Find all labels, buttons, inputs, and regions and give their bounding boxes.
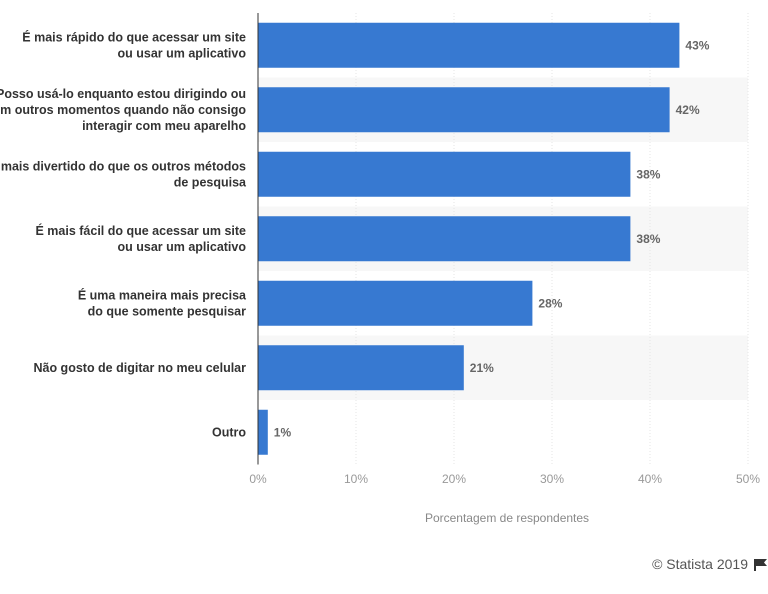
bar [258, 345, 464, 391]
data-label: 43% [685, 38, 709, 52]
category-label: Não gosto de digitar no meu celular [33, 361, 246, 375]
category-labels: É mais rápido do que acessar um site ou u… [0, 29, 247, 439]
x-tick-label: 20% [442, 472, 466, 486]
x-tick-label: 30% [540, 472, 564, 486]
x-tick-labels: 0% 10% 20% 30% 40% 50% [249, 472, 760, 486]
x-tick-label: 50% [736, 472, 760, 486]
x-tick-label: 10% [344, 472, 368, 486]
bar [258, 216, 631, 262]
bar [258, 151, 631, 197]
data-label: 28% [538, 296, 562, 310]
category-label: Outro [212, 425, 246, 439]
statista-credit: © Statista 2019 [652, 556, 748, 572]
category-label: É mais rápido do que acessar um site ou u… [22, 29, 246, 60]
data-label: 1% [274, 425, 292, 439]
data-label: 38% [636, 167, 660, 181]
data-label: 21% [470, 361, 494, 375]
category-label: Posso usá-lo enquanto estou dirigindo ou… [0, 87, 246, 133]
x-tick-label: 0% [249, 472, 267, 486]
bar [258, 409, 268, 455]
category-label: É mais divertido do que os outros método… [0, 158, 247, 189]
bar [258, 22, 680, 68]
category-label: É mais fácil do que acessar um site ou us… [35, 223, 246, 254]
bar [258, 280, 533, 326]
flag-icon [754, 558, 768, 571]
category-label: É uma maneira mais precisa do que somente… [78, 287, 247, 318]
x-tick-label: 40% [638, 472, 662, 486]
x-axis-title: Porcentagem de respondentes [425, 511, 589, 525]
data-label: 38% [636, 232, 660, 246]
bar [258, 87, 670, 133]
footer: © Statista 2019 [652, 556, 768, 572]
data-label: 42% [676, 103, 700, 117]
value-labels: 43% 42% 38% 38% 28% 21% 1% [274, 38, 710, 439]
bars [258, 22, 680, 455]
